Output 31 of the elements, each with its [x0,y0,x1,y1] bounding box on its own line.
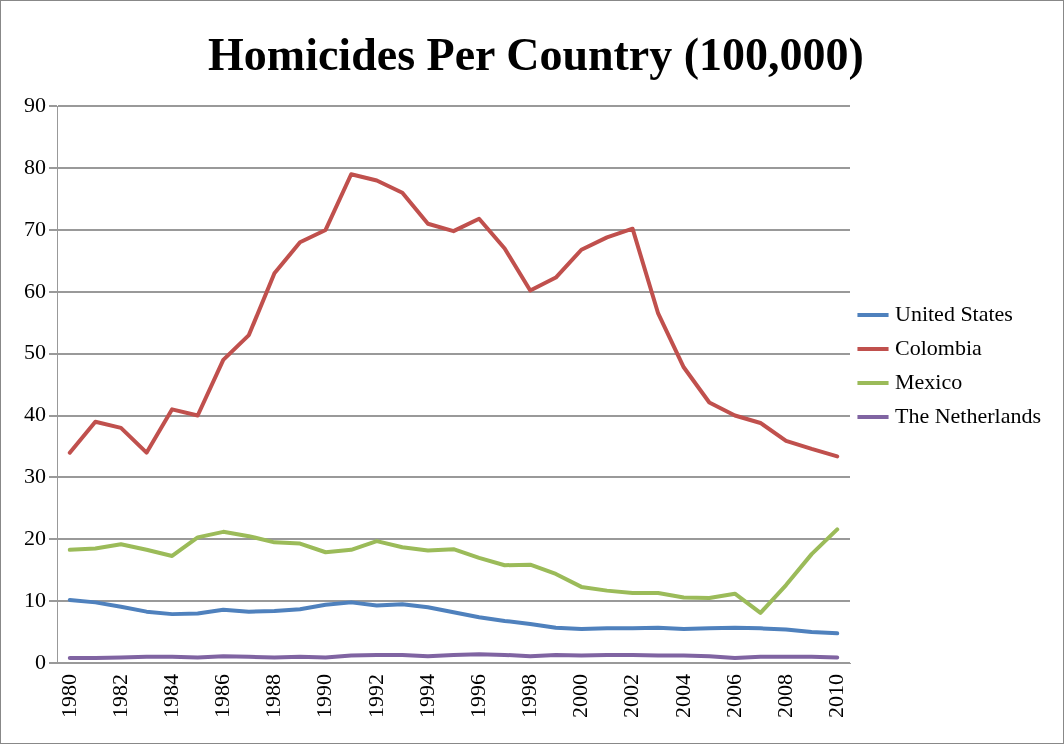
y-tick-label: 60 [24,277,46,303]
y-tick-label: 90 [24,91,46,117]
x-tick-label: 2002 [618,674,644,718]
chart-title: Homicides Per Country (100,000) [208,29,864,81]
legend-label: The Netherlands [895,402,1041,428]
x-tick-label: 1988 [260,674,286,718]
x-tick-label: 1982 [106,674,132,718]
x-tick-label: 2008 [771,674,797,718]
x-tick-label: 2006 [720,674,746,718]
y-tick-label: 20 [24,525,46,551]
x-tick-label: 1998 [516,674,542,718]
x-tick-label: 1984 [157,674,183,718]
y-tick-label: 50 [24,339,46,365]
y-tick-label: 30 [24,463,46,489]
y-tick-label: 40 [24,401,46,427]
x-tick-label: 2004 [669,674,695,718]
x-tick-label: 1980 [55,674,81,718]
x-tick-label: 2000 [567,674,593,718]
y-tick-label: 10 [24,586,46,612]
legend-label: United States [895,300,1013,326]
x-tick-label: 1992 [362,674,388,718]
y-tick-label: 70 [24,215,46,241]
x-tick-label: 1994 [413,674,439,718]
x-tick-label: 1996 [464,674,490,718]
legend-label: Colombia [895,334,983,360]
x-tick-label: 1986 [209,674,235,718]
x-tick-label: 1990 [311,674,337,718]
x-tick-label: 2010 [822,674,848,718]
y-tick-label: 80 [24,153,46,179]
legend-label: Mexico [895,368,963,394]
y-tick-label: 0 [35,648,46,674]
